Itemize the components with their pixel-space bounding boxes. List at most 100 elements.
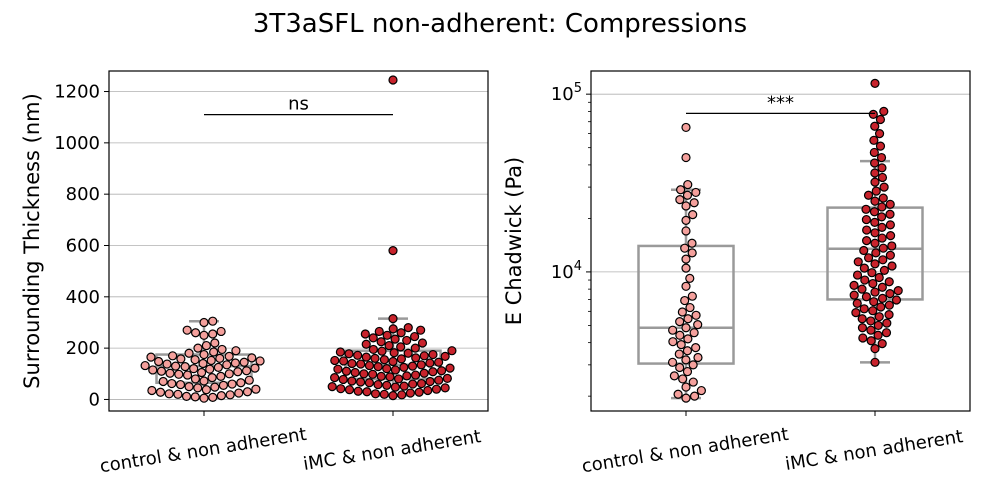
thickness-data-point	[327, 382, 337, 392]
chadwick-data-point	[677, 307, 687, 317]
thickness-data-point	[390, 382, 400, 392]
chadwick-data-point	[675, 330, 685, 340]
thickness-data-point	[199, 317, 209, 328]
chadwick-data-point	[866, 316, 876, 326]
chadwick-data-point	[874, 272, 884, 283]
chadwick-data-point	[868, 109, 878, 119]
thickness-data-point	[216, 326, 226, 337]
thickness-data-point	[419, 368, 429, 378]
thickness-data-point	[236, 378, 246, 388]
chadwick-data-point	[852, 270, 863, 280]
thickness-data-point	[330, 355, 340, 366]
thickness-data-point	[376, 371, 386, 381]
chadwick-data-point	[879, 182, 889, 192]
chadwick-data-point	[887, 261, 897, 271]
thickness-data-point	[382, 364, 392, 374]
chadwick-data-point	[858, 333, 868, 343]
thickness-data-point	[356, 359, 366, 369]
thickness-data-point	[389, 348, 399, 358]
thickness-data-point	[217, 344, 227, 355]
chadwick-data-point	[689, 328, 699, 338]
thickness-data-point	[222, 360, 232, 370]
thickness-data-point	[250, 363, 260, 373]
chadwick-data-point	[870, 217, 880, 227]
thickness-xtick-label: control & non adherent	[98, 424, 308, 477]
chadwick-data-point	[693, 352, 703, 363]
chadwick-data-point	[881, 328, 892, 338]
thickness-data-point	[361, 352, 371, 362]
chadwick-data-point	[876, 302, 886, 312]
thickness-ytick-label: 1200	[54, 82, 100, 103]
chadwick-data-point	[689, 198, 699, 208]
thickness-data-point	[399, 381, 409, 391]
thickness-data-point	[393, 374, 404, 384]
thickness-data-point	[199, 330, 209, 340]
thickness-data-point	[330, 373, 340, 383]
thickness-data-point	[353, 386, 363, 396]
thickness-data-point	[148, 365, 158, 375]
thickness-data-point	[225, 390, 235, 400]
thickness-data-point	[350, 367, 360, 378]
thickness-data-point	[182, 325, 192, 335]
chadwick-data-point	[877, 222, 887, 233]
chadwick-data-point	[876, 152, 887, 163]
thickness-data-point	[368, 369, 378, 379]
thickness-data-point	[181, 391, 192, 401]
chadwick-ylabel: E Chadwick (Pa)	[502, 157, 526, 325]
thickness-data-point	[208, 329, 218, 339]
thickness-data-point	[199, 393, 209, 403]
thickness-data-point	[425, 358, 435, 368]
thickness-data-point	[388, 314, 398, 324]
thickness-ytick-label: 800	[66, 184, 100, 205]
chadwick-data-point	[885, 209, 895, 219]
thickness-data-point	[338, 356, 349, 366]
thickness-data-point	[411, 353, 421, 363]
chadwick-data-point	[668, 325, 678, 335]
thickness-data-point	[244, 375, 254, 385]
thickness-data-point	[170, 361, 181, 371]
thickness-data-point	[208, 392, 218, 402]
thickness-data-point	[190, 355, 200, 365]
thickness-data-point	[347, 358, 357, 369]
chadwick-data-point	[869, 147, 879, 158]
chadwick-data-point	[878, 193, 888, 203]
thickness-data-point	[388, 246, 398, 256]
thickness-data-point	[209, 347, 219, 357]
chadwick-data-point	[683, 334, 693, 344]
chadwick-data-point	[681, 355, 691, 365]
chadwick-data-point	[878, 243, 888, 253]
thickness-data-point	[399, 362, 409, 372]
thickness-data-point	[374, 326, 384, 337]
chadwick-data-point	[871, 248, 881, 258]
thickness-data-point	[410, 331, 420, 342]
thickness-data-point	[353, 350, 363, 360]
thickness-data-point	[207, 373, 217, 383]
chadwick-data-point	[884, 277, 894, 287]
thickness-data-point	[425, 376, 435, 387]
chadwick-data-point	[861, 236, 872, 246]
thickness-ylabel: Surrounding Thickness (nm)	[20, 93, 44, 389]
thickness-data-point	[239, 357, 249, 367]
thickness-data-point	[165, 368, 175, 378]
thickness-data-point	[234, 388, 244, 398]
chadwick-data-point	[866, 325, 876, 335]
chadwick-data-point	[691, 343, 701, 353]
thickness-data-point	[405, 388, 415, 398]
thickness-data-point	[396, 354, 407, 364]
chadwick-data-point	[849, 290, 859, 300]
chadwick-data-point	[877, 339, 887, 349]
thickness-data-point	[176, 354, 186, 364]
thickness-data-point	[390, 334, 400, 344]
thickness-data-point	[199, 349, 209, 360]
thickness-data-point	[402, 335, 412, 346]
chadwick-data-point	[682, 346, 693, 356]
chadwick-data-point	[678, 374, 688, 384]
chadwick-data-point	[863, 253, 874, 263]
thickness-data-point	[370, 389, 381, 399]
chadwick-data-point	[681, 393, 691, 403]
thickness-data-point	[396, 342, 406, 352]
chadwick-data-point	[875, 114, 886, 125]
chadwick-data-point	[667, 357, 678, 367]
thickness-data-point	[241, 366, 252, 376]
